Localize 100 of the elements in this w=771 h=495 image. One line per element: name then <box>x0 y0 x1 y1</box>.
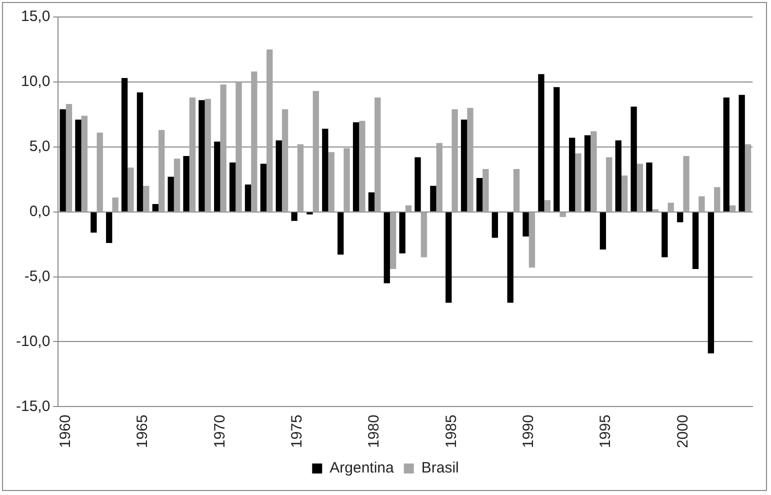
bar <box>158 130 165 212</box>
bar <box>236 82 242 212</box>
bar <box>554 87 560 212</box>
bar <box>738 94 745 212</box>
bar <box>322 128 328 212</box>
bar <box>430 186 436 212</box>
bar <box>668 202 674 212</box>
x-tick-label: 1975 <box>288 414 306 448</box>
bar <box>374 98 381 212</box>
bar <box>260 164 267 212</box>
bar <box>121 78 128 212</box>
legend-label: Brasil <box>421 460 459 477</box>
bar <box>152 204 158 212</box>
y-tick-label: 10,0 <box>20 73 50 90</box>
x-tick-label: 1980 <box>366 414 383 448</box>
bar <box>60 109 66 212</box>
bar <box>359 120 366 212</box>
bar <box>446 212 452 303</box>
bar <box>692 212 699 269</box>
bar <box>476 178 483 212</box>
y-tick-label: -5,0 <box>24 268 50 285</box>
bar <box>291 212 298 221</box>
bar <box>297 144 304 212</box>
bar <box>328 152 334 212</box>
bar <box>507 212 514 303</box>
bar <box>390 212 396 269</box>
bar <box>266 49 273 212</box>
bar <box>312 91 319 212</box>
bar <box>414 157 421 212</box>
x-tick-label: 1960 <box>57 414 74 448</box>
bar <box>467 108 474 212</box>
bar <box>143 186 150 212</box>
bar <box>251 72 258 212</box>
bar <box>714 187 720 212</box>
bar <box>436 142 442 212</box>
x-tick-label: 1985 <box>442 414 460 448</box>
bar <box>636 164 644 212</box>
bar <box>538 74 544 212</box>
bar <box>560 212 566 218</box>
bar <box>630 106 637 212</box>
bar <box>66 104 72 212</box>
bar <box>522 212 529 236</box>
y-tick-label: -10,0 <box>16 332 50 350</box>
bar <box>600 212 606 250</box>
bar <box>683 156 690 212</box>
bar <box>338 212 344 255</box>
bar <box>136 92 144 212</box>
bar <box>198 100 205 212</box>
bar <box>229 162 236 212</box>
bar <box>352 122 360 212</box>
bar <box>420 212 428 258</box>
bar <box>106 212 112 243</box>
bar <box>482 168 489 212</box>
bar <box>568 138 576 212</box>
legend-label: Argentina <box>330 460 395 477</box>
bar <box>244 184 252 212</box>
bar <box>575 153 582 212</box>
bar <box>81 116 88 212</box>
bar <box>189 98 196 212</box>
bar <box>590 131 597 212</box>
bar <box>75 120 82 212</box>
bar <box>220 84 226 212</box>
x-tick-label: 1990 <box>520 414 538 448</box>
x-tick-label: 2000 <box>674 414 692 448</box>
bar <box>513 168 520 212</box>
bar <box>544 200 550 212</box>
bar <box>96 132 103 212</box>
bar <box>384 212 390 284</box>
bar <box>528 212 536 268</box>
bar <box>621 175 628 212</box>
bar <box>584 135 591 212</box>
bar <box>276 140 282 212</box>
bar <box>344 148 350 212</box>
bar <box>399 212 406 254</box>
bar <box>723 98 730 212</box>
bar <box>204 98 211 212</box>
bar <box>405 205 412 212</box>
bar <box>460 120 468 212</box>
bar <box>744 144 752 212</box>
bar <box>452 109 458 212</box>
bar <box>729 205 736 212</box>
y-tick-label: 5,0 <box>29 138 50 156</box>
bar <box>708 212 714 354</box>
bar <box>646 162 652 212</box>
bar <box>112 198 118 212</box>
bar <box>183 156 190 212</box>
x-tick-label: 1995 <box>597 414 614 448</box>
bar <box>214 142 220 212</box>
bar <box>168 176 174 212</box>
bar <box>615 140 622 212</box>
bar <box>174 158 180 212</box>
y-tick-label: 0,0 <box>29 202 50 220</box>
bar <box>368 192 375 212</box>
y-tick-label: -15,0 <box>16 398 50 415</box>
bar <box>677 212 684 222</box>
bar <box>282 109 288 212</box>
bar <box>492 212 498 238</box>
bar <box>698 196 705 212</box>
x-tick-label: 1970 <box>211 414 228 448</box>
bar <box>90 212 97 233</box>
